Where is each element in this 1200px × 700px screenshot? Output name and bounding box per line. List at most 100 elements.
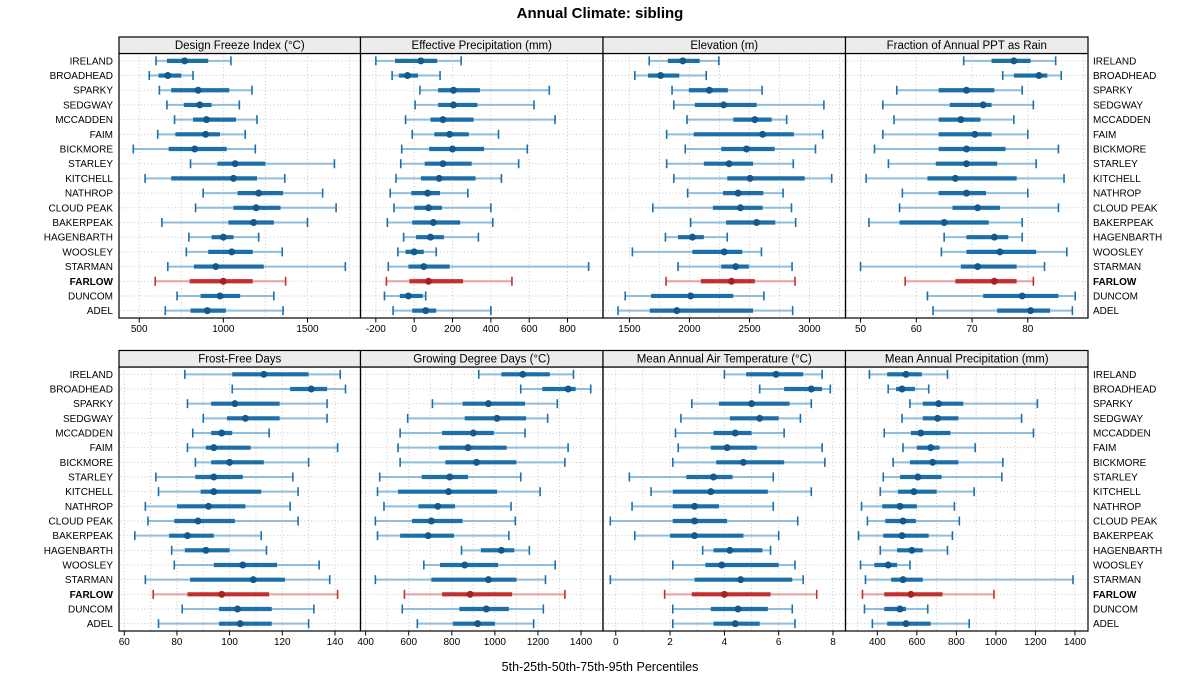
panel-strip-title: Elevation (m) <box>690 40 758 52</box>
interval-row-sedgway <box>901 413 1023 423</box>
median-dot <box>734 189 742 197</box>
station-label-right: DUNCOM <box>1093 605 1138 616</box>
interval-row-duncom <box>863 604 929 614</box>
x-tick-label: 400 <box>483 324 500 335</box>
interval-row-faim <box>677 443 823 453</box>
median-dot <box>957 116 965 124</box>
station-label-left: STARMAN <box>65 262 113 273</box>
interval-row-sparky <box>431 399 559 409</box>
median-dot <box>219 233 227 241</box>
station-label-right: BROADHEAD <box>1093 385 1156 396</box>
interval-row-bickmore <box>671 457 826 467</box>
station-label-right: FAIM <box>1093 130 1116 141</box>
interval-row-sparky <box>690 399 813 409</box>
median-dot <box>218 429 226 437</box>
median-dot <box>203 116 211 124</box>
interval-row-sedgway <box>680 413 802 423</box>
median-dot <box>896 502 904 510</box>
interval-row-starley <box>665 159 795 169</box>
interval-row-faim <box>156 129 247 139</box>
interval-row-cloud-peak <box>374 516 517 526</box>
station-label-right: FARLOW <box>1093 590 1137 601</box>
interval-row-kitchell <box>865 173 1065 183</box>
median-dot <box>194 86 202 94</box>
median-dot <box>902 370 910 378</box>
station-label-left: STARLEY <box>68 159 113 170</box>
interval-row-nathrop <box>901 188 1029 198</box>
x-tick-label: 1400 <box>570 637 593 648</box>
station-label-left: MCCADDEN <box>55 429 113 440</box>
median-dot <box>231 400 239 408</box>
median-dot <box>194 517 202 525</box>
interval-row-broadhead <box>634 71 708 81</box>
median-dot <box>962 86 970 94</box>
interval-row-woosley <box>185 247 284 257</box>
median-dot <box>425 204 433 212</box>
station-label-left: NATHROP <box>65 189 113 200</box>
median-dot <box>907 590 915 598</box>
median-dot <box>229 174 237 182</box>
interval-row-hagenbarth <box>170 545 268 555</box>
station-label-right: STARMAN <box>1093 262 1141 273</box>
panel-strip-title: Fraction of Annual PPT as Rain <box>887 40 1047 52</box>
interval-row-starley <box>887 159 1037 169</box>
station-label-right: BICKMORE <box>1093 458 1147 469</box>
panel-fraction-of-annual-ppt-as-rain: Fraction of Annual PPT as Rain 50 60 70 80 <box>844 36 1089 335</box>
interval-row-woosley <box>423 560 556 570</box>
interval-row-cloud-peak <box>609 516 799 526</box>
interval-row-bickmore <box>194 457 310 467</box>
median-dot <box>710 473 718 481</box>
interval-row-cloud-peak <box>194 203 337 213</box>
median-dot <box>705 86 713 94</box>
median-dot <box>679 57 687 65</box>
x-tick-label: 400 <box>869 637 886 648</box>
x-tick-label: 0 <box>411 324 417 335</box>
interval-row-farlow <box>665 276 796 286</box>
interval-row-ireland <box>184 369 342 379</box>
x-tick-label: 80 <box>171 637 183 648</box>
interval-row-nathrop <box>631 501 775 511</box>
median-dot <box>425 277 433 285</box>
interval-row-bickmore <box>873 144 1060 154</box>
interval-row-adel <box>617 306 794 316</box>
median-dot <box>691 532 699 540</box>
interval-row-sparky <box>671 85 763 95</box>
median-dot <box>446 130 454 138</box>
station-label-left: FARLOW <box>70 590 114 601</box>
median-dot <box>461 561 469 569</box>
median-dot <box>426 233 434 241</box>
x-tick-label: 8 <box>830 637 836 648</box>
interval-row-nathrop <box>144 501 291 511</box>
interval-row-broadhead <box>758 384 832 394</box>
x-tick-label: 2500 <box>738 324 761 335</box>
station-label-right: IRELAND <box>1093 56 1136 67</box>
panel-strip-title: Mean Annual Air Temperature (°C) <box>637 354 812 366</box>
interval-row-bakerpeak <box>161 217 309 227</box>
interval-row-ireland <box>648 56 720 66</box>
median-dot <box>1027 307 1035 315</box>
interval-row-broadhead <box>1001 71 1063 81</box>
interval-row-sedgway <box>166 100 241 110</box>
median-dot <box>1018 292 1026 300</box>
x-tick-label: 600 <box>909 637 926 648</box>
interval-row-nathrop <box>389 188 469 198</box>
median-dot <box>934 414 942 422</box>
median-dot <box>736 204 744 212</box>
median-dot <box>497 546 505 554</box>
station-label-right: NATHROP <box>1093 502 1141 513</box>
interval-row-farlow <box>861 589 995 599</box>
interval-row-faim <box>882 129 1029 139</box>
median-dot <box>884 561 892 569</box>
median-dot <box>772 370 780 378</box>
median-dot <box>484 576 492 584</box>
interval-row-duncom <box>401 604 545 614</box>
median-dot <box>212 263 220 271</box>
median-dot <box>404 292 412 300</box>
interval-row-starley <box>399 159 520 169</box>
x-tick-label: 1400 <box>1064 637 1087 648</box>
median-dot <box>908 546 916 554</box>
interval-row-sparky <box>186 399 328 409</box>
interval-row-starman <box>864 575 1074 585</box>
station-label-right: WOOSLEY <box>1093 561 1144 572</box>
median-dot <box>236 620 244 628</box>
